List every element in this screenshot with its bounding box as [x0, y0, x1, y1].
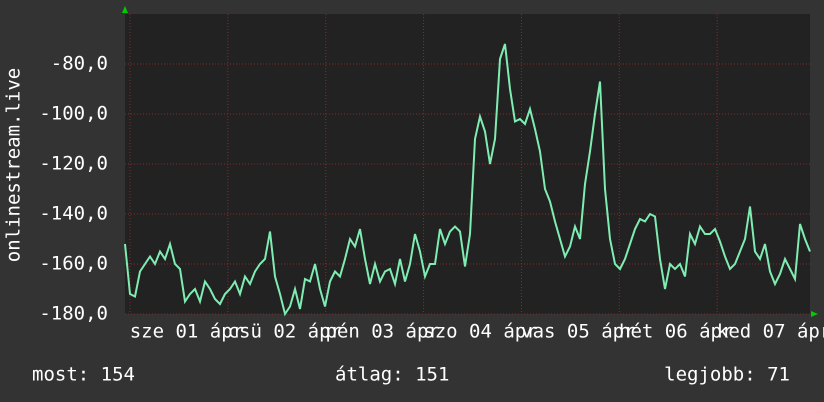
y-tick-label: -140,0 — [39, 203, 108, 225]
y-tick-label: -100,0 — [39, 103, 108, 125]
y-axis-label: onlinestream.live — [3, 68, 25, 262]
axis-arrow — [122, 6, 128, 13]
footer-current: most: 154 — [32, 364, 135, 386]
x-tick-label: pén 03 ápr — [325, 321, 439, 343]
footer-average: átlag: 151 — [335, 364, 449, 386]
axis-arrow — [811, 311, 818, 317]
y-tick-label: -180,0 — [39, 303, 108, 325]
x-tick-label: szo 04 ápr — [423, 321, 537, 343]
x-tick-label: hét 06 ápr — [619, 321, 733, 343]
y-tick-label: -120,0 — [39, 153, 108, 175]
x-tick-label: sze 01 ápr — [130, 321, 244, 343]
x-tick-label: csü 02 ápr — [228, 321, 342, 343]
x-tick-label: vas 05 ápr — [521, 321, 635, 343]
footer-best: legjobb: 71 — [664, 364, 790, 386]
y-tick-label: -160,0 — [39, 253, 108, 275]
x-tick-label: ked 07 ápr — [717, 321, 824, 343]
series-line — [124, 43, 811, 317]
y-tick-label: -80,0 — [51, 53, 108, 75]
